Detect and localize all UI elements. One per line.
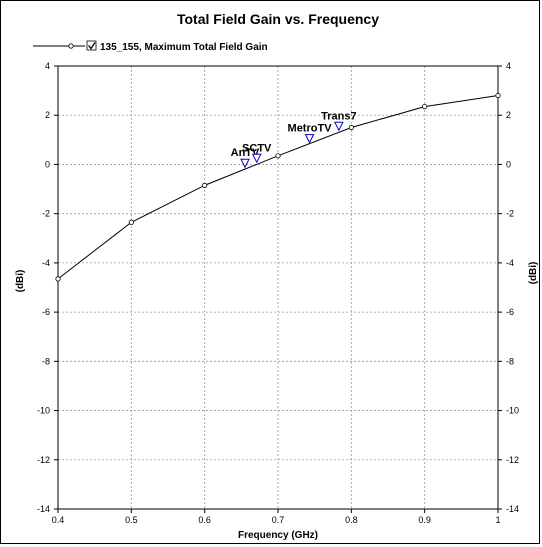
legend: 135_155, Maximum Total Field Gain <box>33 40 268 53</box>
x-tick-label: 1 <box>495 515 500 525</box>
marker-triangle <box>251 153 262 164</box>
x-tick-label: 0.8 <box>345 515 358 525</box>
marker-label: SCTV <box>242 142 272 154</box>
y-tick-label-right: -6 <box>506 307 514 317</box>
legend-checkbox[interactable] <box>86 40 97 51</box>
x-axis-label: Frequency (GHz) <box>238 530 318 541</box>
marker-triangle <box>304 134 315 144</box>
chart-title: Total Field Gain vs. Frequency <box>177 11 379 27</box>
data-point <box>422 104 428 110</box>
data-series <box>55 92 501 282</box>
data-point <box>202 182 208 188</box>
marker-label: Trans7 <box>321 110 356 122</box>
x-tick-label: 0.4 <box>52 515 65 525</box>
y-tick-label-left: -10 <box>37 406 50 416</box>
y-tick-label-right: -4 <box>506 258 514 268</box>
y-tick-label-left: -4 <box>42 258 50 268</box>
x-tick-label: 0.6 <box>198 515 211 525</box>
grid <box>58 66 498 509</box>
x-tick-label: 0.9 <box>418 515 431 525</box>
check-icon <box>88 42 96 50</box>
y-axis-label-left: (dBi) <box>15 270 26 293</box>
y-tick-label-left: -14 <box>37 504 50 514</box>
y-tick-label-right: 0 <box>506 159 511 169</box>
y-tick-label-left: 2 <box>45 110 50 120</box>
data-point <box>495 92 501 99</box>
data-point <box>348 124 354 131</box>
axis-ticks: 0.4 0.5 0.6 0.7 0.8 0.9 1 -14 -14 -12 -12 -10 -10 -8 -… <box>37 61 519 525</box>
y-tick-label-left: -6 <box>42 307 50 317</box>
legend-marker <box>68 43 74 49</box>
y-tick-label-right: -10 <box>506 406 519 416</box>
marker-triangle <box>334 121 344 132</box>
y-tick-label-left: -2 <box>42 209 50 219</box>
y-tick-label-right: -12 <box>506 455 519 465</box>
legend-label: 135_155, Maximum Total Field Gain <box>100 42 268 53</box>
y-tick-label-left: 4 <box>45 61 50 71</box>
y-tick-label-right: -14 <box>506 504 519 514</box>
marker-label: AnTV <box>231 147 260 159</box>
y-tick-label-right: 4 <box>506 61 511 71</box>
data-point <box>128 219 134 225</box>
y-tick-label-right: -2 <box>506 209 514 219</box>
data-point <box>55 276 61 282</box>
y-axis-label-right: (dBi) <box>528 262 539 285</box>
y-tick-label-left: -8 <box>42 356 50 366</box>
marker-label: MetroTV <box>288 123 333 135</box>
data-point <box>275 153 281 159</box>
y-tick-label-left: 0 <box>45 159 50 169</box>
y-tick-label-left: -12 <box>37 455 50 465</box>
marker-triangle <box>240 158 250 169</box>
x-tick-label: 0.7 <box>272 515 285 525</box>
x-tick-label: 0.5 <box>125 515 138 525</box>
y-tick-label-right: -8 <box>506 356 514 366</box>
y-tick-label-right: 2 <box>506 110 511 120</box>
